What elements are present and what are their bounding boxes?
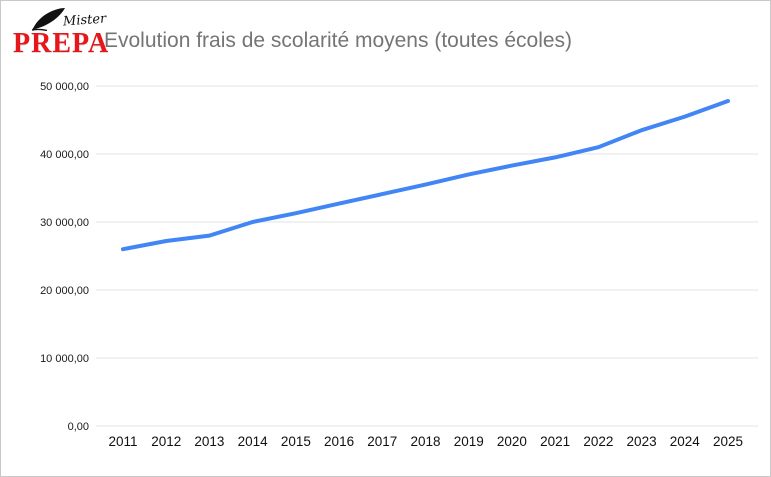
x-axis-tick-label: 2018 — [410, 434, 440, 449]
x-axis-tick-label: 2025 — [713, 434, 743, 449]
x-axis-tick-label: 2014 — [238, 434, 269, 449]
x-axis-tick-label: 2011 — [108, 434, 137, 449]
logo-prepa-text: PREPA — [13, 28, 110, 59]
x-axis-tick-label: 2024 — [670, 434, 701, 449]
x-axis-tick-label: 2021 — [540, 434, 570, 449]
y-axis-tick-label: 20 000,00 — [40, 285, 89, 297]
x-axis-tick-label: 2016 — [324, 434, 354, 449]
x-axis-tick-label: 2017 — [367, 434, 397, 449]
x-axis-tick-label: 2019 — [454, 434, 484, 449]
x-axis-tick-label: 2023 — [627, 434, 657, 449]
y-axis-tick-label: 30 000,00 — [40, 217, 89, 229]
series-line — [121, 99, 730, 252]
y-axis-tick-label: 10 000,00 — [40, 353, 89, 365]
y-axis-tick-label: 0,00 — [68, 421, 89, 433]
x-axis-tick-label: 2022 — [583, 434, 613, 449]
x-axis-tick-label: 2020 — [497, 434, 527, 449]
logo: Mister PREPA — [11, 5, 110, 63]
x-axis-tick-label: 2012 — [151, 434, 181, 449]
x-axis-tick-label: 2015 — [281, 434, 311, 449]
x-axis-tick-label: 2013 — [194, 434, 224, 449]
chart-title: Evolution frais de scolarité moyens (tou… — [104, 29, 573, 52]
y-axis-tick-label: 40 000,00 — [40, 149, 89, 161]
y-axis-tick-label: 50 000,00 — [40, 81, 89, 93]
quill-pen-icon — [31, 8, 65, 31]
